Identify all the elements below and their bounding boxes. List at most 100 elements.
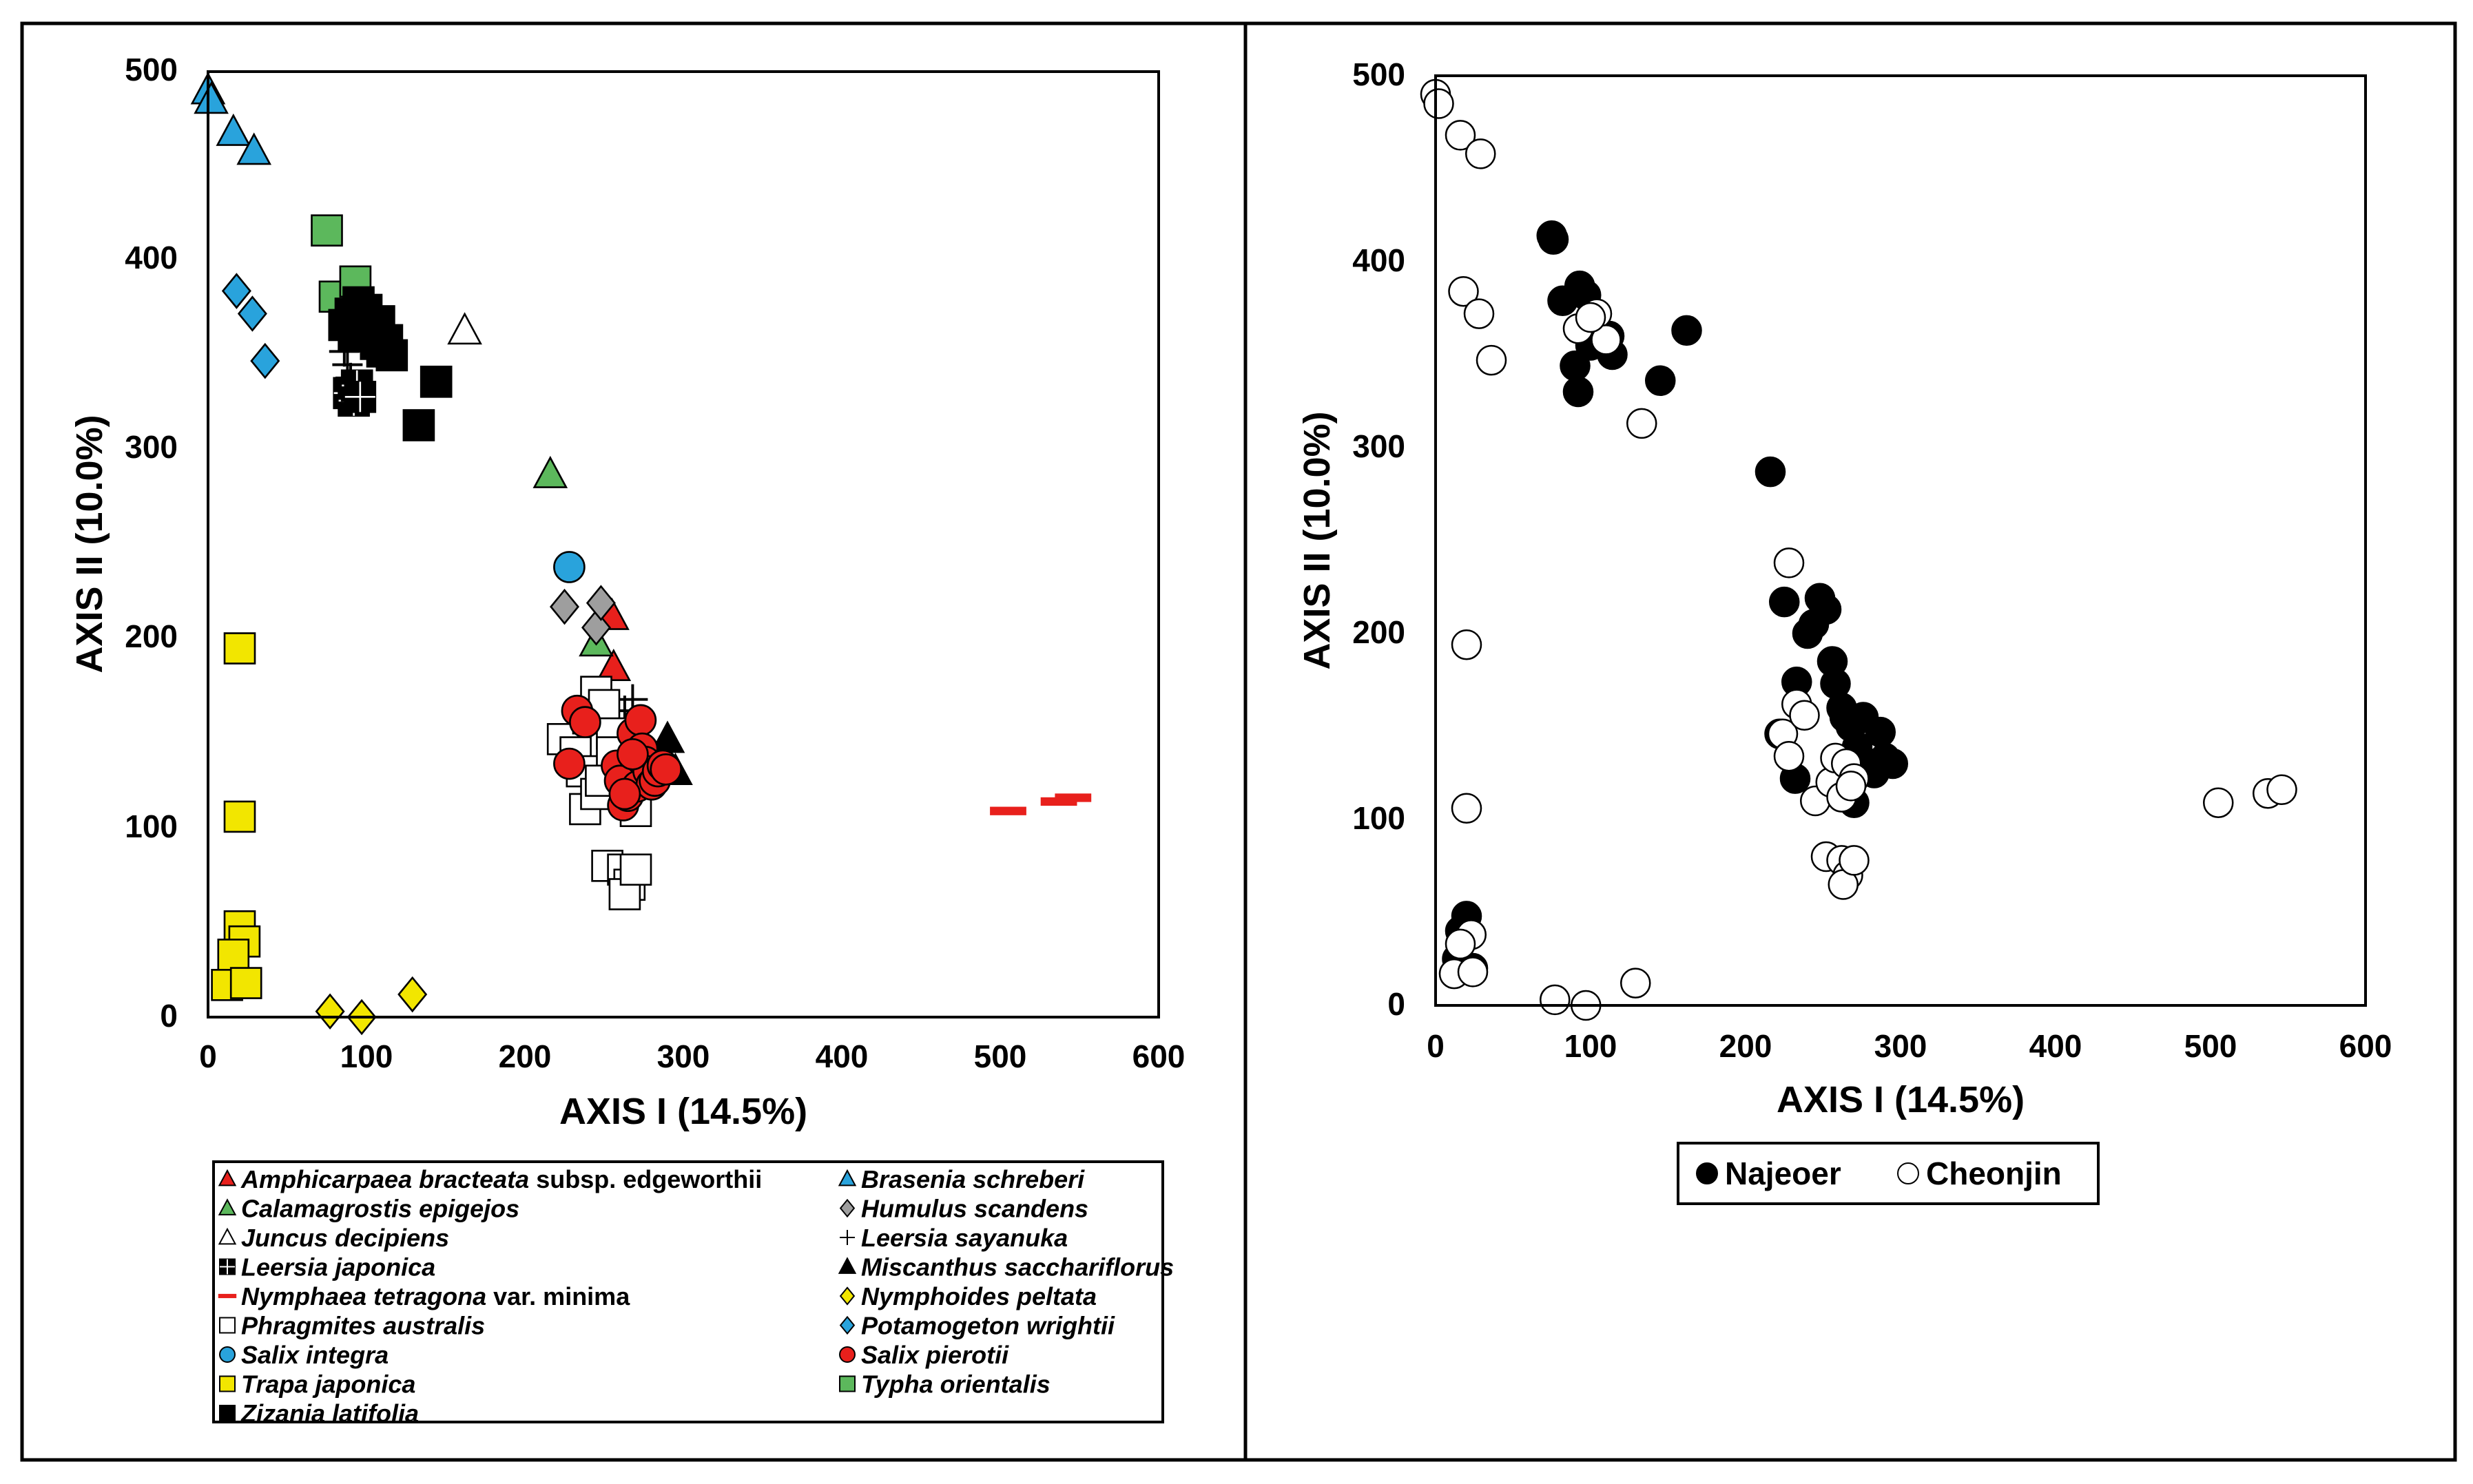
legend-label-salix-pierotii: Salix pierotii (861, 1341, 1009, 1369)
legend-label-calamagrostis-epigejos: Calamagrostis epigejos (241, 1195, 519, 1223)
x-tick-label: 300 (1874, 1028, 1927, 1064)
legend-marker-cheonjin (1897, 1162, 1919, 1184)
point-cheonjin (1457, 957, 1489, 987)
x-tick-label: 100 (1564, 1028, 1617, 1064)
point-cheonjin (2266, 774, 2297, 806)
legend-species-name: Juncus decipiens (241, 1224, 449, 1252)
left-xtick-labels: 0 100 200 300 400 500 600 (199, 1038, 1185, 1074)
legend-label-salix-integra: Salix integra (241, 1341, 389, 1369)
legend-box (212, 1160, 1164, 1423)
point-najeoer (1877, 748, 1909, 780)
point-cheonjin (1445, 120, 1476, 151)
legend-marker-trapa-japonica (219, 1375, 236, 1392)
legend-marker-miscanthus-sacchariflorus (838, 1257, 857, 1274)
point-juncus-decipiens (447, 312, 482, 345)
legend-marker-juncus-decipiens (218, 1227, 237, 1245)
legend-label-cheonjin: Cheonjin (1926, 1156, 2062, 1191)
point-trapa-japonica-shape (223, 632, 256, 665)
legend-marker-phragmites-australis (219, 1317, 236, 1334)
point-cheonjin (1773, 740, 1805, 772)
y-tick-label: 200 (125, 618, 178, 654)
legend-marker-calamagrostis-epigejos (218, 1198, 237, 1215)
point-typha-orientalis (311, 214, 343, 247)
y-tick-label: 300 (1352, 428, 1405, 464)
legend-marker-brasenia-schreberi (838, 1169, 857, 1187)
point-najeoer (1810, 594, 1842, 625)
legend-species-name: Amphicarpaea bracteata (240, 1165, 529, 1193)
right-xtick-labels: 0 100 200 300 400 500 600 (1427, 1028, 2392, 1064)
point-cheonjin (1626, 408, 1657, 439)
x-axis-title: AXIS I (14.5%) (1777, 1079, 2025, 1120)
right-ytick-labels: 500 400 300 200 100 0 (1352, 56, 1405, 1022)
point-trapa-japonica-shape (217, 939, 250, 971)
legend-box (1677, 1142, 2100, 1205)
point-amphicarpaea-bracteata (596, 649, 632, 682)
legend-species-name: Miscanthus sacchariflorus (861, 1253, 1174, 1282)
point-zizania-latifolia-shape (420, 366, 453, 398)
point-cheonjin (1448, 275, 1479, 307)
legend-marker-leersia-sayanuka (840, 1230, 855, 1245)
legend-species-name: Typha orientalis (861, 1370, 1051, 1399)
legend-species-name: Humulus scandens (861, 1195, 1088, 1223)
legend-species-name: Calamagrostis epigejos (241, 1195, 519, 1223)
point-cheonjin (1445, 928, 1476, 960)
point-salix-pierotii (624, 704, 657, 737)
legend-label-zizania-latifolia: Zizania latifolia (240, 1399, 419, 1428)
point-potamogeton-wrightii (237, 295, 267, 332)
point-zizania-latifolia-shape (375, 339, 408, 372)
legend-marker-typha-orientalis (839, 1375, 856, 1392)
legend-label-nymphaea-tetragona: Nymphaea tetragona var. minima (241, 1282, 630, 1310)
point-salix-integra (553, 551, 586, 583)
point-cheonjin (1539, 984, 1571, 1016)
point-brasenia-schreberi (216, 113, 251, 146)
site-scatter-panel: 500 400 300 200 100 0 0 100 200 300 400 … (1296, 56, 2392, 1205)
left-ytick-labels: 500 400 300 200 100 0 (125, 52, 178, 1034)
point-cheonjin (1773, 547, 1805, 578)
point-najeoer (1562, 376, 1594, 408)
x-axis-title: AXIS I (14.5%) (559, 1091, 807, 1132)
legend-label-najeoer: Najeoer (1725, 1156, 1841, 1191)
x-tick-label: 600 (2339, 1028, 2392, 1064)
x-tick-label: 400 (816, 1038, 869, 1074)
legend-marker-leersia-japonica (219, 1258, 236, 1275)
point-cheonjin (2202, 787, 2234, 818)
legend-marker-salix-integra (219, 1346, 236, 1363)
point-najeoer (1538, 224, 1569, 255)
x-tick-label: 500 (2184, 1028, 2237, 1064)
plot-area (207, 70, 1160, 1018)
legend-species-name: Salix pierotii (861, 1341, 1009, 1369)
figure-frame (20, 21, 2457, 1462)
x-tick-label: 200 (1719, 1028, 1772, 1064)
point-zizania-latifolia (420, 366, 453, 398)
point-zizania-latifolia-shape (402, 409, 435, 441)
legend-marker-nymphaea-tetragona (218, 1293, 237, 1299)
point-trapa-japonica (217, 939, 250, 971)
y-tick-label: 100 (1352, 800, 1405, 836)
legend-marker-najeoer (1696, 1162, 1718, 1184)
legend-label-potamogeton-wrightii: Potamogeton wrightii (861, 1312, 1115, 1340)
legend-marker-salix-pierotii (839, 1346, 856, 1363)
legend: Najeoer Cheonjin (1696, 1156, 2062, 1191)
legend-label-trapa-japonica: Trapa japonica (241, 1370, 415, 1399)
point-brasenia-schreberi (194, 81, 229, 114)
y-tick-label: 0 (1387, 986, 1405, 1022)
point-salix-pierotii (650, 753, 683, 786)
legend-marker-nymphoides-peltata (839, 1286, 856, 1306)
point-salix-pierotii (617, 738, 649, 771)
point-zizania-latifolia (402, 409, 435, 441)
legend-label-phragmites-australis: Phragmites australis (241, 1312, 485, 1340)
point-cheonjin (1591, 324, 1622, 355)
point-cheonjin (1835, 771, 1867, 802)
legend-species-name: Leersia japonica (241, 1253, 435, 1282)
point-cheonjin (1839, 845, 1870, 876)
point-phragmites-australis (619, 853, 652, 886)
legend-marker-potamogeton-wrightii (839, 1315, 856, 1335)
legend-label-leersia-sayanuka: Leersia sayanuka (861, 1224, 1068, 1252)
legend-species-name: Nymphaea tetragona (241, 1282, 486, 1310)
point-cheonjin (1476, 344, 1507, 376)
x-tick-label: 500 (974, 1038, 1027, 1074)
point-potamogeton-wrightii (221, 273, 251, 309)
y-tick-label: 400 (1352, 242, 1405, 278)
point-trapa-japonica-shape (223, 800, 256, 833)
legend-label-typha-orientalis: Typha orientalis (861, 1370, 1051, 1399)
